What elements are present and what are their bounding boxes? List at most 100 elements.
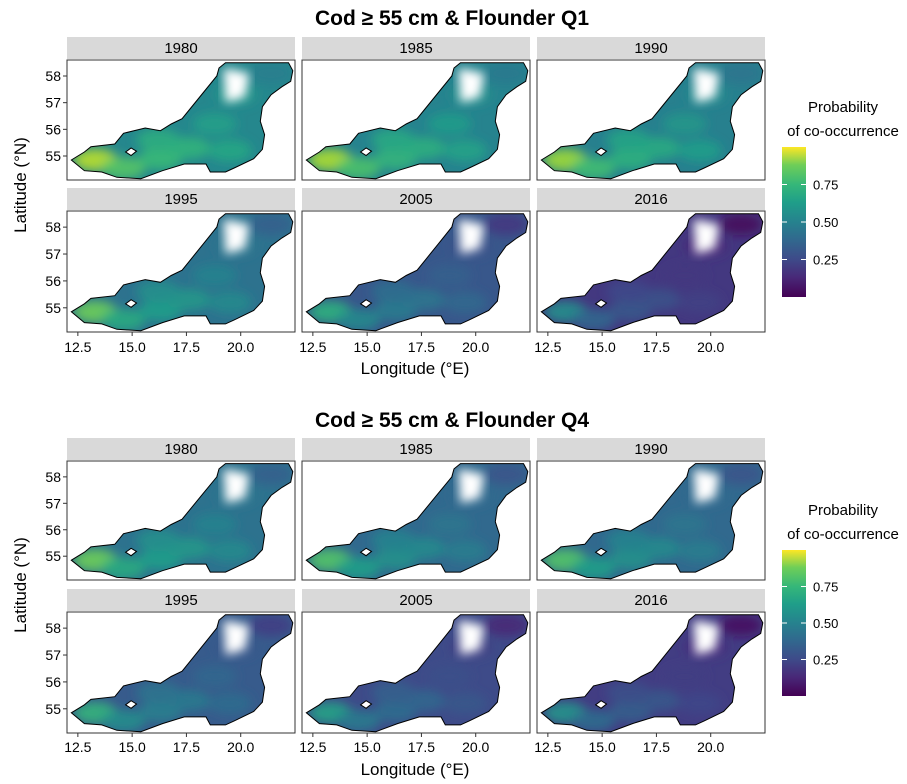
facet-panel: 1990 xyxy=(536,37,766,181)
probability-hotspot xyxy=(484,614,528,637)
probability-hotspot xyxy=(336,557,381,579)
probability-hotspots xyxy=(73,463,293,579)
legend-tick-label: 0.50 xyxy=(813,215,838,230)
probability-hotspot xyxy=(371,280,416,303)
probability-hotspot xyxy=(719,213,763,236)
probability-hotspot xyxy=(249,463,293,486)
probability-hotspot xyxy=(484,213,528,236)
facet-panel: 1995 55 56 57 58 12.5 15.0 17.5 20.0 xyxy=(45,589,296,755)
y-tick-label: 57 xyxy=(45,647,61,663)
probability-hotspot xyxy=(207,692,252,715)
legend-tick-label: 0.75 xyxy=(813,178,838,193)
y-tick-label: 56 xyxy=(45,522,61,538)
facet-strip-label: 1985 xyxy=(399,441,432,458)
probability-hotspot xyxy=(606,280,651,303)
facet-panel: 1995 55 56 57 58 12.5 15.0 17.5 20.0 xyxy=(45,188,296,355)
facet-strip xyxy=(302,589,530,611)
x-tick-label: 20.0 xyxy=(227,339,254,355)
probability-hotspot xyxy=(136,681,181,704)
x-tick-label: 20.0 xyxy=(462,339,489,355)
coastline xyxy=(305,463,529,580)
facet-strip-label: 1985 xyxy=(399,40,432,57)
x-tick-label: 17.5 xyxy=(408,739,435,755)
x-tick-label: 17.5 xyxy=(643,339,670,355)
facet-panel: 2005 12.5 15.0 17.5 20.0 xyxy=(299,188,531,355)
x-tick-label: 20.0 xyxy=(227,739,254,755)
no-data-area xyxy=(693,468,720,504)
no-data-area xyxy=(458,219,485,255)
probability-hotspot xyxy=(677,692,722,715)
probability-hotspot xyxy=(101,709,146,732)
facet-strip xyxy=(67,438,295,460)
probability-hotspot xyxy=(136,529,181,552)
x-tick-label: 17.5 xyxy=(408,339,435,355)
legend-title: Probability xyxy=(808,99,879,116)
bornholm-island xyxy=(359,547,373,557)
x-tick-label: 12.5 xyxy=(534,339,561,355)
facet-panel: 1980 55 56 57 58 xyxy=(45,37,296,181)
probability-hotspot xyxy=(427,113,472,135)
y-tick-label: 57 xyxy=(45,95,61,111)
x-tick-label: 20.0 xyxy=(697,339,724,355)
probability-hotspot xyxy=(249,213,293,236)
facet-strip xyxy=(67,188,295,210)
probability-hotspot xyxy=(101,557,146,579)
probability-hotspot xyxy=(677,291,722,314)
bornholm-island xyxy=(124,547,138,557)
x-tick-label: 12.5 xyxy=(299,739,326,755)
probability-hotspot xyxy=(136,129,181,151)
no-data-area xyxy=(223,68,250,103)
probability-hotspots xyxy=(73,614,293,732)
facet-strip xyxy=(537,589,765,611)
no-data-area xyxy=(458,468,485,504)
coastline xyxy=(540,614,764,733)
legend-title: Probability xyxy=(808,502,879,519)
legend-tick-label: 0.75 xyxy=(813,580,838,595)
x-tick-label: 17.5 xyxy=(173,339,200,355)
bornholm-island xyxy=(359,700,373,709)
x-tick-label: 12.5 xyxy=(64,739,91,755)
bornholm-island xyxy=(359,147,373,157)
facet-panel: 2005 12.5 15.0 17.5 20.0 xyxy=(299,589,531,755)
probability-hotspot xyxy=(371,129,416,151)
y-tick-label: 55 xyxy=(45,148,61,164)
x-tick-label: 17.5 xyxy=(643,739,670,755)
probability-hotspot xyxy=(207,139,252,162)
facet-strip-label: 1995 xyxy=(164,592,197,609)
coastline xyxy=(305,614,529,733)
y-tick-label: 58 xyxy=(45,469,61,485)
probability-hotspot xyxy=(677,539,722,562)
probability-hotspot xyxy=(662,264,707,287)
facet-strip-label: 2016 xyxy=(634,592,667,609)
probability-hotspot xyxy=(677,139,722,162)
probability-hotspot xyxy=(606,529,651,552)
x-tick-label: 15.0 xyxy=(119,739,146,755)
y-tick-label: 55 xyxy=(45,300,61,316)
probability-hotspot xyxy=(719,614,763,637)
y-tick-label: 58 xyxy=(45,219,61,235)
facet-strip-label: 2005 xyxy=(399,592,432,609)
y-tick-label: 56 xyxy=(45,674,61,690)
probability-hotspot xyxy=(662,113,707,135)
bornholm-island xyxy=(124,147,138,157)
facet-strip-label: 1990 xyxy=(634,40,667,57)
facet-strip xyxy=(537,438,765,460)
chart-title: Cod ≥ 55 cm & Flounder Q1 xyxy=(315,7,589,30)
probability-hotspot xyxy=(249,62,293,85)
coastline xyxy=(540,62,764,180)
coastline xyxy=(305,213,529,332)
y-axis-label: Latitude (°N) xyxy=(11,537,30,633)
no-data-area xyxy=(693,68,720,103)
no-data-area xyxy=(223,620,250,656)
coastline xyxy=(70,62,294,180)
probability-hotspot xyxy=(336,308,381,331)
probability-hotspot xyxy=(101,157,146,179)
probability-hotspot xyxy=(571,157,616,179)
x-tick-label: 15.0 xyxy=(354,739,381,755)
y-tick-label: 55 xyxy=(45,701,61,717)
probability-hotspot xyxy=(101,308,146,331)
probability-hotspot xyxy=(192,113,237,135)
facet-panel: 1985 xyxy=(301,438,531,581)
no-data-area xyxy=(693,620,720,656)
